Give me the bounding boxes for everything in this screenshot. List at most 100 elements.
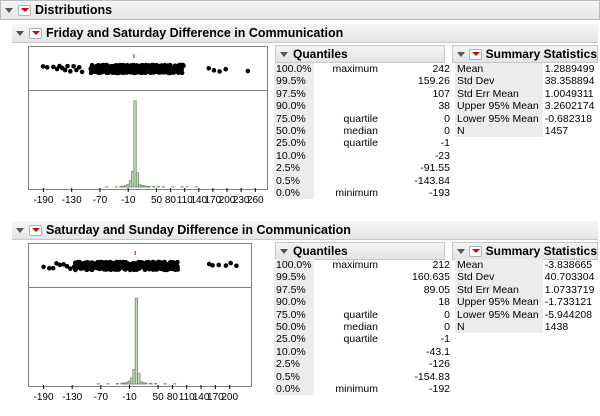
outlier-point xyxy=(211,68,217,73)
disclosure-icon[interactable] xyxy=(280,247,289,256)
quantile-percent: 25.0% xyxy=(274,137,314,150)
summary-row: Lower 95% Mean -0.682318 xyxy=(455,112,600,126)
quantile-percent: 100.0% xyxy=(274,259,314,272)
quantile-row: 90.0% 38 xyxy=(274,100,452,113)
summary-row: Upper 95% Mean -1.733121 xyxy=(455,296,600,309)
red-triangle-menu-icon[interactable] xyxy=(29,224,42,236)
summary-value: 1.0049311 xyxy=(544,87,594,100)
axis-tick-label: -130 xyxy=(62,195,82,206)
summary-statistics-header[interactable]: Summary Statistics xyxy=(452,242,598,260)
red-triangle-menu-icon[interactable] xyxy=(18,4,31,16)
histogram-bar xyxy=(137,373,141,385)
quantile-value: -1 xyxy=(440,137,450,150)
quantile-label xyxy=(314,358,380,370)
axis-tick-label: 140 xyxy=(190,195,207,206)
summary-row: N 1457 xyxy=(455,125,600,138)
quantile-percent: 100.0% xyxy=(274,63,314,76)
data-point xyxy=(111,263,117,268)
data-point xyxy=(136,64,142,69)
data-point xyxy=(127,267,133,273)
data-point xyxy=(95,265,100,271)
quantile-value: -126 xyxy=(428,358,450,371)
quantile-row: 99.5% 159.26 xyxy=(274,75,452,88)
quantile-row: 10.0% -43.1 xyxy=(274,345,452,359)
quantile-value: 38 xyxy=(438,100,450,113)
quantiles-header[interactable]: Quantiles xyxy=(275,45,445,63)
axis-tick-label: -10 xyxy=(121,195,136,206)
summary-label: Lower 95% Mean xyxy=(455,112,543,126)
disclosure-icon[interactable] xyxy=(16,29,25,38)
summary-value: 38.358894 xyxy=(544,75,595,88)
histogram-bar xyxy=(135,172,139,188)
data-point xyxy=(124,68,129,74)
box-plot-svg xyxy=(41,251,239,273)
quantile-percent: 2.5% xyxy=(274,358,314,371)
quantile-row: 0.5% -143.84 xyxy=(274,174,452,188)
quantiles-header[interactable]: Quantiles xyxy=(275,242,445,260)
data-point xyxy=(110,69,116,75)
panel-header[interactable]: Saturday and Sunday Difference in Commun… xyxy=(12,221,598,240)
outlier-point xyxy=(50,265,56,271)
data-point xyxy=(177,69,183,75)
quantile-label xyxy=(314,284,380,296)
summary-value: 3.2602174 xyxy=(544,100,595,113)
summary-value: 1457 xyxy=(544,125,569,138)
summary-value: -1.733121 xyxy=(544,296,593,309)
data-point xyxy=(101,68,107,74)
red-triangle-menu-icon[interactable] xyxy=(469,245,482,257)
data-point xyxy=(146,63,151,69)
quantile-percent: 25.0% xyxy=(274,333,314,346)
disclosure-icon[interactable] xyxy=(5,6,14,15)
axis-tick-label: 170 xyxy=(205,195,222,206)
quantile-percent: 99.5% xyxy=(274,75,314,88)
data-point xyxy=(167,69,173,75)
quantile-row: 99.5% 160.635 xyxy=(274,271,452,284)
quantile-value: -43.1 xyxy=(426,345,450,358)
histogram-plot xyxy=(28,90,268,190)
data-point xyxy=(84,264,90,270)
outlier-point xyxy=(68,266,73,271)
outlier-point xyxy=(223,66,228,72)
summary-row: Std Dev 40.703304 xyxy=(455,271,600,284)
summary-label: Std Err Mean xyxy=(455,283,543,297)
outlier-point xyxy=(79,69,85,75)
quantile-row: 2.5% -126 xyxy=(274,358,452,371)
red-triangle-menu-icon[interactable] xyxy=(29,27,42,39)
axis-tick-label: -70 xyxy=(93,195,108,206)
quantile-label xyxy=(314,371,380,383)
summary-statistics-title: Summary Statistics xyxy=(485,47,597,61)
data-point xyxy=(150,267,156,272)
outlier-point xyxy=(40,64,46,69)
disclosure-icon[interactable] xyxy=(457,50,466,59)
disclosure-icon[interactable] xyxy=(16,226,25,235)
summary-statistics-title: Summary Statistics xyxy=(485,244,597,258)
data-point xyxy=(131,264,136,269)
quantiles-title: Quantiles xyxy=(293,47,348,61)
outlier-point xyxy=(206,65,212,71)
data-point xyxy=(95,260,101,265)
disclosure-icon[interactable] xyxy=(280,50,289,59)
quantile-value: -154.83 xyxy=(414,370,450,383)
summary-statistics-header[interactable]: Summary Statistics xyxy=(452,45,598,63)
outlier-point xyxy=(65,63,70,69)
panel-header[interactable]: Friday and Saturday Difference in Commun… xyxy=(12,24,598,43)
summary-label: Std Dev xyxy=(455,75,543,88)
quantile-value: -192 xyxy=(428,383,450,396)
quantile-percent: 90.0% xyxy=(274,296,314,309)
summary-row: Mean -3.838665 xyxy=(455,259,600,272)
summary-value: -5.944208 xyxy=(544,308,593,321)
quantile-label xyxy=(314,162,380,174)
quantile-label xyxy=(314,88,380,100)
histogram-svg xyxy=(96,297,177,385)
histogram-bar xyxy=(134,297,139,385)
histogram-plot xyxy=(28,287,252,387)
data-point xyxy=(152,68,157,74)
disclosure-icon[interactable] xyxy=(457,247,466,256)
distributions-header[interactable]: Distributions xyxy=(0,0,600,20)
quantile-label xyxy=(314,296,380,308)
quantile-label: maximum xyxy=(332,259,378,271)
red-triangle-menu-icon[interactable] xyxy=(469,48,482,60)
axis-tick-label: -10 xyxy=(122,392,137,403)
summary-value: -3.838665 xyxy=(544,259,593,271)
data-point xyxy=(151,261,156,266)
